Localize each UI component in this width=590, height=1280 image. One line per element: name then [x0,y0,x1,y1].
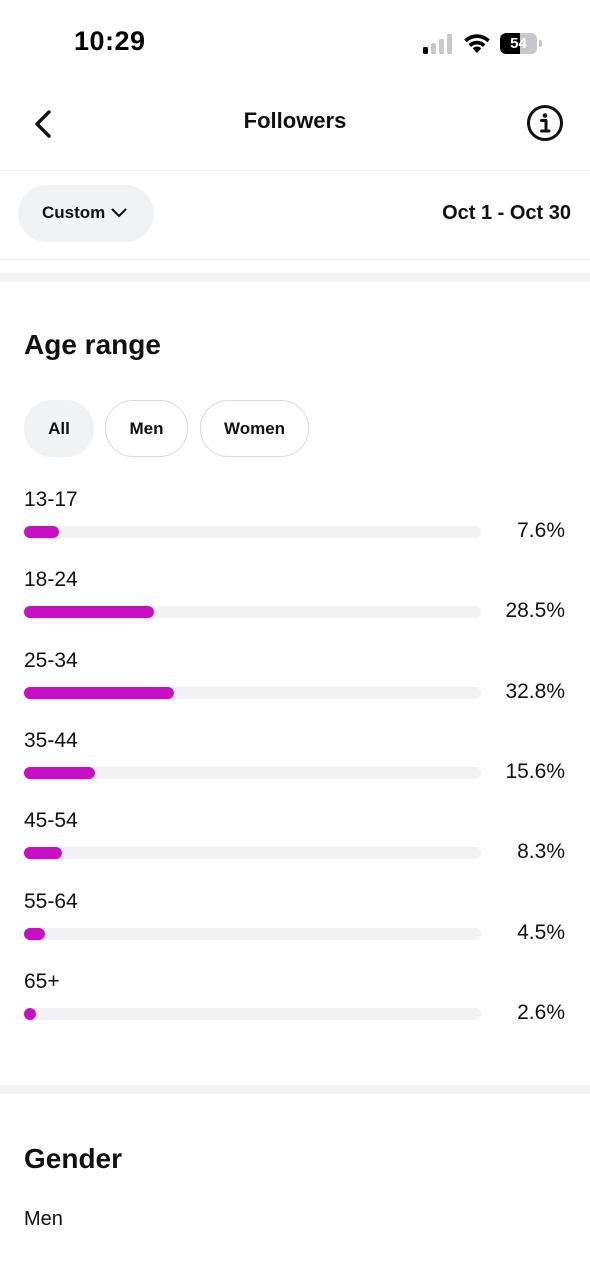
age-bar-value: 2.6% [517,1001,565,1024]
chip-all[interactable]: All [24,400,94,457]
age-bar-row: 65+ 2.6% [24,970,569,1040]
age-bar [24,767,95,779]
info-icon[interactable] [526,104,564,142]
age-bar-label: 18-24 [24,568,78,591]
signal-bar [447,34,452,54]
age-bar-label: 25-34 [24,649,78,672]
age-bar [24,847,62,859]
page-title: Followers [243,108,347,133]
age-bar-row: 45-54 8.3% [24,809,569,879]
gender-men-label: Men [24,1208,63,1230]
age-bar-value: 7.6% [517,519,565,542]
age-bar-value: 32.8% [505,680,565,703]
age-bar [24,606,154,618]
age-bar [24,928,45,940]
period-dropdown-label: Custom [42,203,106,222]
battery-level: 54 [510,35,527,52]
age-range-title: Age range [24,329,161,360]
age-bar-row: 35-44 15.6% [24,729,569,799]
age-bar-row: 18-24 28.5% [24,568,569,638]
back-chevron-icon[interactable] [24,104,64,144]
age-bar [24,687,174,699]
nav-bar: Followers [0,88,590,171]
chip-men[interactable]: Men [105,400,188,457]
battery-fill [500,33,520,54]
age-bar-label: 35-44 [24,729,78,752]
date-range: Oct 1 - Oct 30 [442,202,571,224]
wifi-icon [464,34,490,53]
age-bar-track [24,847,481,859]
signal-bar [439,39,444,54]
age-bar-row: 55-64 4.5% [24,890,569,960]
age-bar-row: 13-17 7.6% [24,488,569,558]
age-bar-label: 13-17 [24,488,78,511]
chevron-down-icon [111,208,127,217]
chip-women[interactable]: Women [200,400,309,457]
age-bar-label: 45-54 [24,809,78,832]
age-bar-value: 28.5% [505,599,565,622]
age-bar-track [24,1008,481,1020]
signal-bar [431,43,436,54]
age-bar [24,526,59,538]
section-divider [0,1085,590,1094]
age-bar-track [24,767,481,779]
age-bar-label: 55-64 [24,890,78,913]
age-bar-row: 25-34 32.8% [24,649,569,719]
age-bar-track [24,606,481,618]
signal-bar [423,47,428,54]
age-bar-track [24,526,481,538]
battery-icon: 54 [500,33,542,54]
gender-title: Gender [24,1143,123,1174]
age-bar-value: 4.5% [517,921,565,944]
status-bar: 10:29 54 [0,0,590,88]
age-bar-value: 15.6% [505,760,565,783]
cellular-signal-icon [423,34,453,54]
age-bar [24,1008,36,1020]
filter-row: Custom Oct 1 - Oct 30 [0,171,590,260]
age-bar-track [24,928,481,940]
age-bar-value: 8.3% [517,840,565,863]
age-bar-track [24,687,481,699]
age-bar-label: 65+ [24,970,60,993]
status-time: 10:29 [74,26,146,56]
section-divider [0,273,590,282]
period-dropdown[interactable]: Custom [18,185,154,242]
